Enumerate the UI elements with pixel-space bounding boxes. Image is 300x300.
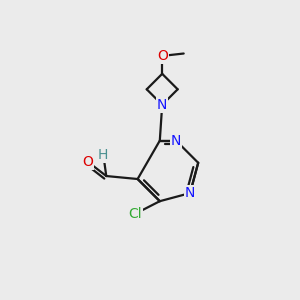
Text: Cl: Cl (128, 207, 142, 221)
Text: O: O (157, 49, 168, 63)
Text: N: N (185, 186, 195, 200)
Text: N: N (157, 98, 167, 112)
Text: O: O (82, 155, 93, 169)
Text: N: N (171, 134, 181, 148)
Text: H: H (98, 148, 109, 161)
